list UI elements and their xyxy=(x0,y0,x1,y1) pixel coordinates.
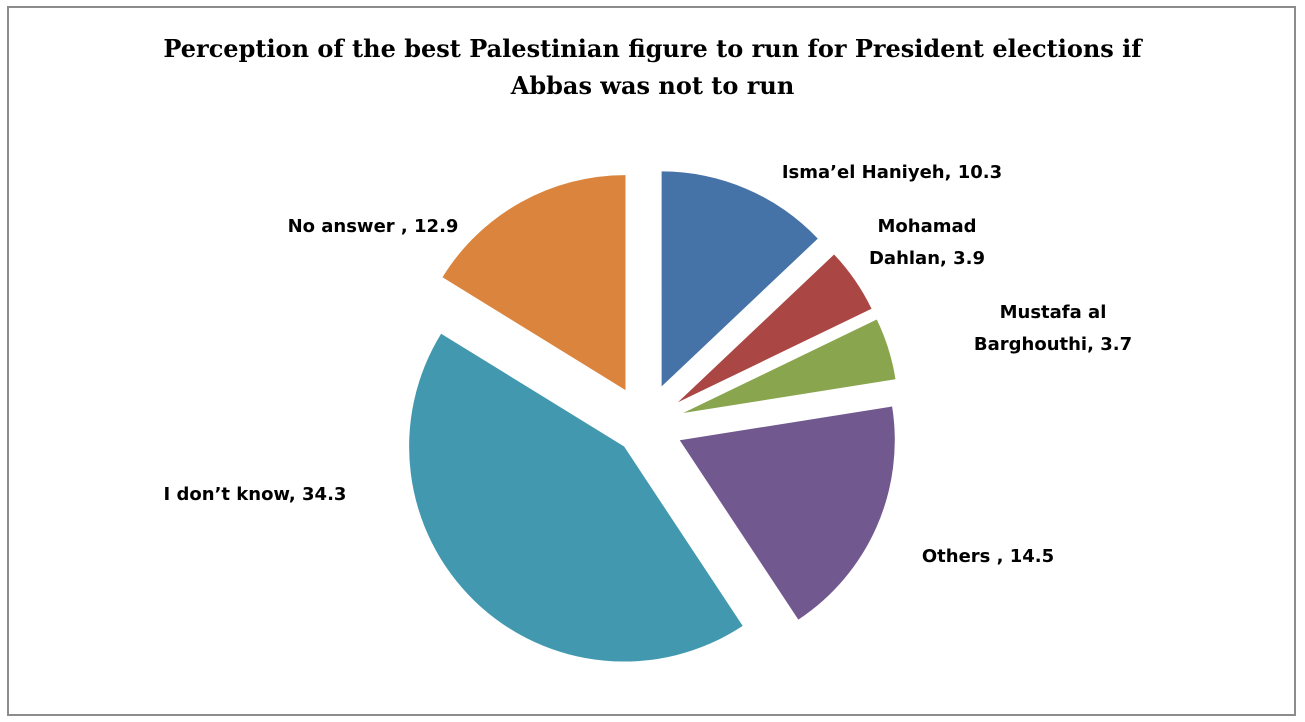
pie-labels: Isma’el Haniyeh, 10.3 Mohamad Dahlan, 3.9 M… xyxy=(164,162,1133,567)
data-label-mohamad-dahlan: Mohamad Dahlan, 3.9 xyxy=(869,216,985,269)
pie-slice-no-answer xyxy=(442,175,626,391)
chart-title-line-2: Abbas was not to run xyxy=(510,71,795,100)
data-label-no-answer: No answer , 12.9 xyxy=(288,216,459,237)
pie-slice-isma-el-haniyeh xyxy=(661,171,818,387)
pie-slice-mustafa-al-barghouthi xyxy=(683,319,896,414)
pie-slice-others xyxy=(679,406,895,620)
pie-slice-mohamad-dahlan xyxy=(677,254,872,403)
data-label-i-don-t-know: I don’t know, 34.3 xyxy=(164,484,347,505)
data-label-isma-el-haniyeh: Isma’el Haniyeh, 10.3 xyxy=(782,162,1002,183)
chart-title: Perception of the best Palestinian figur… xyxy=(0,30,1305,104)
chart-title-line-1: Perception of the best Palestinian figur… xyxy=(163,34,1142,63)
pie-slice-i-don-t-know xyxy=(409,333,743,662)
pie-slices xyxy=(409,171,896,662)
data-label-others: Others , 14.5 xyxy=(922,546,1054,567)
data-label-mustafa-al-barghouthi: Mustafa al Barghouthi, 3.7 xyxy=(974,302,1132,355)
